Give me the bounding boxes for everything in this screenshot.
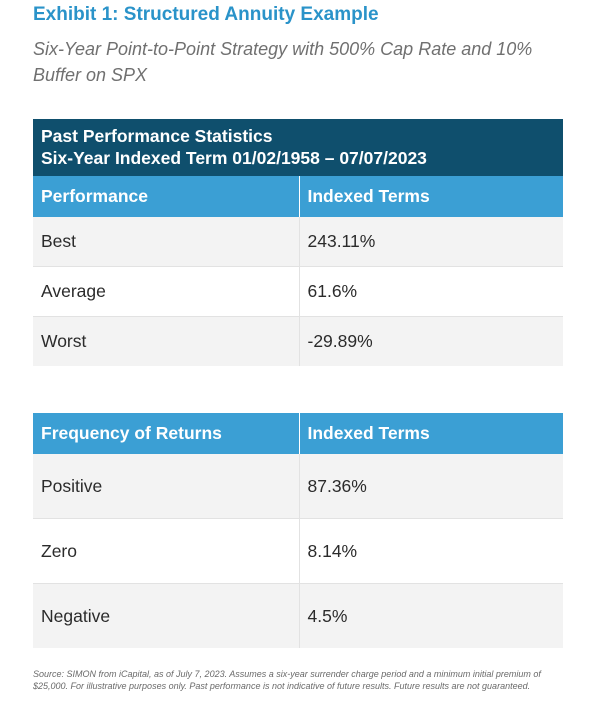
exhibit-title: Exhibit 1: Structured Annuity Example [33,4,379,25]
frequency-table: Frequency of Returns Indexed Terms Posit… [33,413,563,648]
row-value: 4.5% [299,583,563,648]
row-value: 8.14% [299,518,563,584]
row-label: Zero [33,518,300,584]
table-row: Negative 4.5% [33,583,563,648]
row-value: 243.11% [299,217,563,267]
row-label: Negative [33,583,300,648]
row-label: Average [33,266,300,317]
row-label: Worst [33,316,300,366]
row-value: 61.6% [299,266,563,317]
table-row: Best 243.11% [33,217,563,267]
column-header-indexed-terms: Indexed Terms [299,176,563,217]
column-header-indexed-terms: Indexed Terms [299,413,563,454]
table-row: Positive 87.36% [33,454,563,519]
table-header-row: Frequency of Returns Indexed Terms [33,413,563,454]
stats-banner: Past Performance Statistics Six-Year Ind… [33,119,563,176]
table-row: Worst -29.89% [33,316,563,366]
row-value: -29.89% [299,316,563,366]
banner-term: Six-Year Indexed Term 01/02/1958 – 07/07… [41,148,427,168]
exhibit-subtitle: Six-Year Point-to-Point Strategy with 50… [33,39,533,85]
table-row: Zero 8.14% [33,518,563,584]
table-header-row: Performance Indexed Terms [33,176,563,217]
column-header-performance: Performance [33,176,300,217]
performance-table: Performance Indexed Terms Best 243.11% A… [33,176,563,366]
row-label: Positive [33,454,300,519]
table-row: Average 61.6% [33,266,563,317]
column-header-frequency: Frequency of Returns [33,413,300,454]
row-value: 87.36% [299,454,563,519]
row-label: Best [33,217,300,267]
source-footnote: Source: SIMON from iCapital, as of July … [33,669,541,691]
banner-title: Past Performance Statistics [41,126,273,146]
